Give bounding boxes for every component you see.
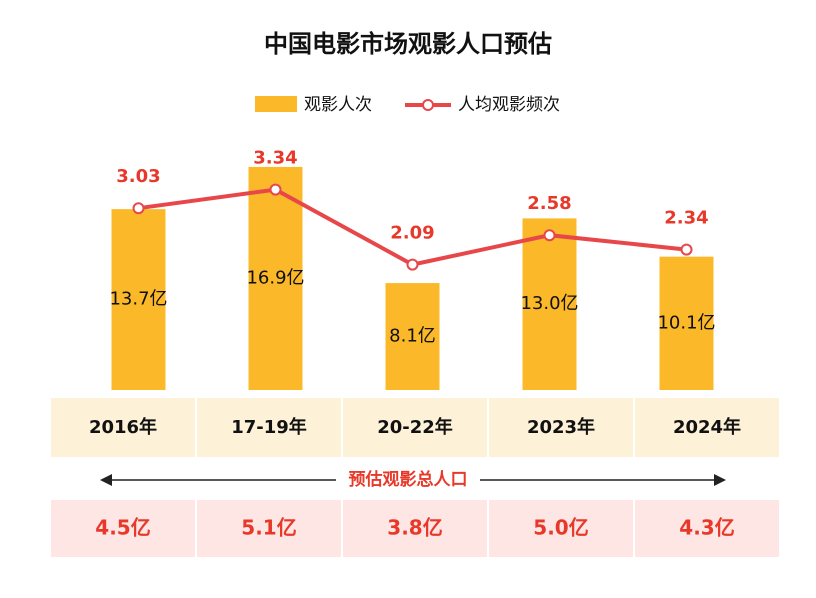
line-value-label: 2.58	[527, 193, 571, 214]
legend-marker	[422, 99, 434, 111]
category-cell	[343, 398, 487, 457]
estimate-value: 4.5亿	[95, 516, 150, 540]
bar-value-label: 8.1亿	[389, 326, 436, 347]
bar	[522, 218, 577, 390]
legend-swatch	[255, 96, 297, 112]
estimate-cell	[635, 500, 779, 557]
estimate-value: 5.0亿	[533, 516, 588, 540]
line-value-label: 3.34	[253, 148, 297, 169]
label-bg	[336, 466, 480, 494]
bar-value-label: 13.7亿	[109, 289, 167, 310]
line-value-label: 3.03	[116, 166, 160, 187]
line-point	[543, 229, 556, 242]
estimate-cell	[51, 500, 195, 557]
x-tick-label: 2024年	[673, 416, 741, 438]
bar-value-label: 13.0亿	[520, 293, 578, 314]
bar	[659, 256, 714, 390]
chart-title: 中国电影市场观影人口预估	[264, 30, 552, 58]
x-tick-label: 2023年	[527, 416, 595, 438]
category-cell	[635, 398, 779, 457]
estimate-cell	[489, 500, 633, 557]
line-point	[269, 183, 282, 196]
estimate-value: 4.3亿	[679, 516, 734, 540]
bar	[385, 283, 440, 390]
x-tick-label: 20-22年	[377, 416, 453, 438]
line-point	[132, 202, 145, 215]
line-value-label: 2.09	[390, 223, 434, 244]
estimate-value: 5.1亿	[241, 516, 296, 540]
bar-value-label: 10.1亿	[657, 312, 715, 333]
category-cell	[489, 398, 633, 457]
line-point	[406, 258, 419, 271]
line-value-label: 2.34	[664, 208, 708, 229]
bar	[248, 166, 303, 390]
bar	[111, 209, 166, 390]
estimate-cell	[197, 500, 341, 557]
bar-value-label: 16.9亿	[246, 267, 304, 288]
estimate-value: 3.8亿	[387, 516, 442, 540]
category-cell	[197, 398, 341, 457]
arrow-head	[100, 474, 112, 486]
legend-label: 观影人次	[304, 95, 372, 115]
x-tick-label: 17-19年	[231, 416, 307, 438]
legend-label: 人均观影频次	[458, 95, 560, 115]
line-point	[680, 243, 693, 256]
arrow-head	[714, 474, 726, 486]
estimate-label: 预估观影总人口	[349, 469, 468, 490]
estimate-cell	[343, 500, 487, 557]
category-cell	[51, 398, 195, 457]
x-tick-label: 2016年	[89, 416, 157, 438]
